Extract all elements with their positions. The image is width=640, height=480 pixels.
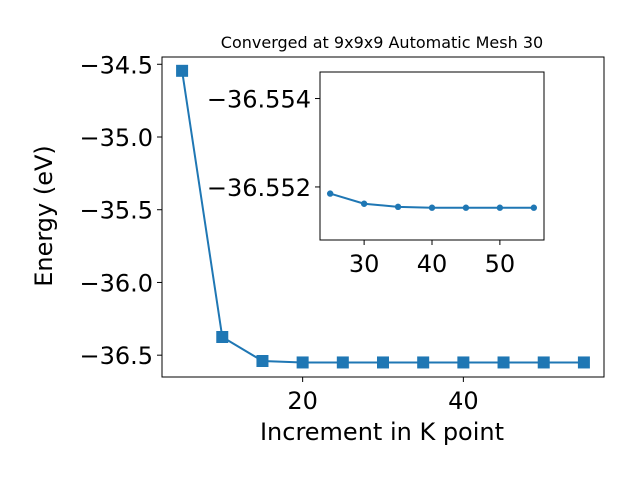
data-point [497,356,510,369]
inset-data-point [326,190,334,197]
inset-data-point [428,204,436,211]
plot-frame [161,56,605,378]
inset-x-tick-label: 30 [349,250,380,278]
inset-data-point [462,204,470,211]
data-point [336,356,349,369]
data-point [537,356,550,369]
data-point [256,355,269,367]
y-tick-label: −34.5 [79,51,153,79]
inset-plot: 30 40 50 −36.554 −36.552 [207,71,545,278]
inset-data-point [360,200,368,207]
data-point [377,356,389,369]
y-tick-label: −35.5 [79,197,153,225]
x-tick-label: 20 [287,387,318,415]
y-tick-label: −36.0 [79,269,153,297]
data-point [577,356,590,369]
inset-x-tick-label: 40 [417,250,448,278]
data-point [417,356,430,369]
data-point [457,356,470,369]
y-tick-label: −36.5 [79,342,153,370]
inset-data-point [394,203,402,211]
inset-data-point [530,204,538,211]
inset-y-tick-label: −36.554 [207,86,311,114]
data-point [216,331,229,343]
chart-title: Converged at 9x9x9 Automatic Mesh 30 [221,33,543,52]
data-point [296,356,309,369]
inset-plot-area [320,72,544,240]
y-tick-label: −35.0 [79,124,153,152]
inset-y-tick-label: −36.552 [207,174,311,202]
inset-data-point [496,204,504,211]
y-axis-label: Energy (eV) [30,145,58,287]
inset-x-tick-label: 50 [485,250,516,278]
x-tick-label: 40 [448,387,479,415]
x-axis-label: Increment in K point [260,418,504,446]
data-point [176,64,189,77]
